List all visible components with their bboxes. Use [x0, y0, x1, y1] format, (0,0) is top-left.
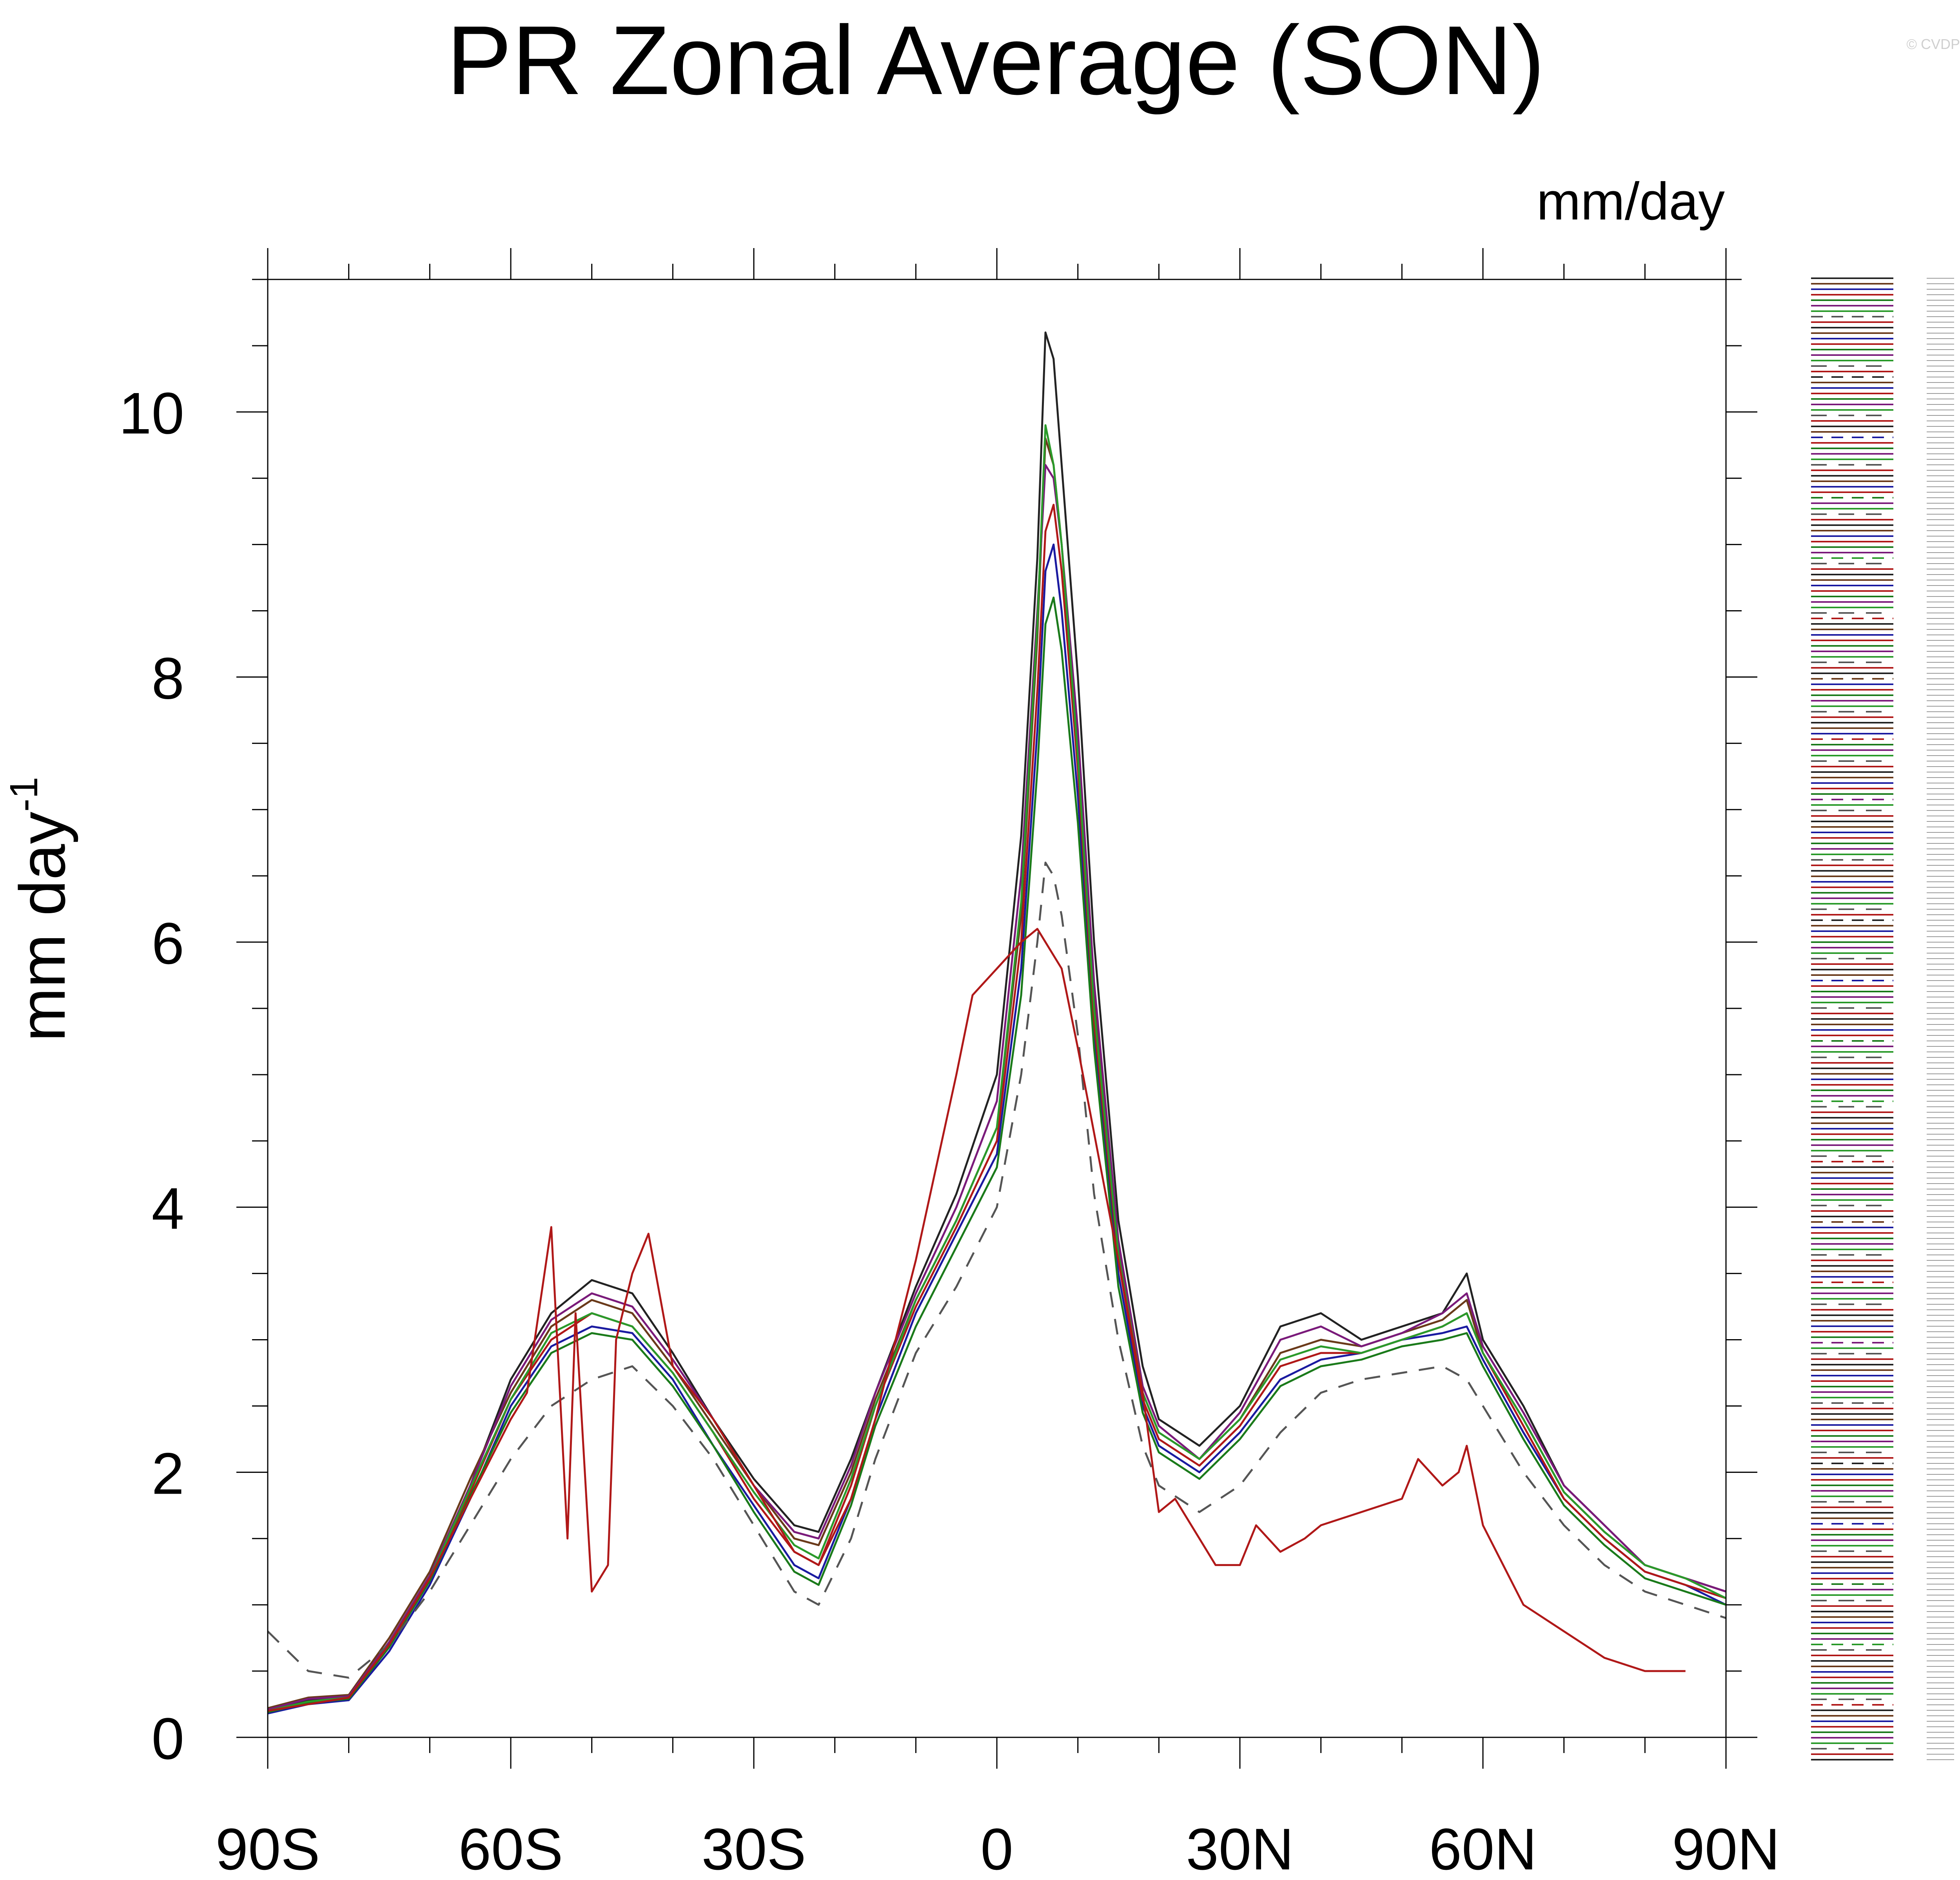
y-tick-label: 8 [152, 645, 184, 711]
y-tick-label: 4 [152, 1175, 184, 1241]
series-line [267, 928, 1686, 1712]
x-tick-label: 30N [1186, 1816, 1294, 1880]
y-tick-label: 0 [152, 1706, 184, 1771]
chart-title: PR Zonal Average (SON) [446, 5, 1545, 115]
x-tick-label: 90S [216, 1816, 320, 1880]
series-line [267, 331, 1726, 1712]
units-label: mm/day [1537, 172, 1725, 231]
x-tick-label: 60S [459, 1816, 563, 1880]
y-tick-label: 6 [152, 910, 184, 976]
x-tick-label: 0 [980, 1816, 1013, 1880]
x-tick-labels: 90S 60S 30S 0 30N 60N 90N [216, 1816, 1780, 1880]
svg-text:mm day-1: mm day-1 [2, 777, 78, 1042]
x-tick-label: 60N [1429, 1816, 1537, 1880]
series-line [267, 424, 1727, 1712]
watermark-text: © CVDP [1906, 36, 1960, 52]
y-tick-labels: 0 2 4 6 8 10 [119, 380, 184, 1771]
y-tick-label: 10 [119, 380, 184, 446]
plot-frame [267, 279, 1727, 1738]
y-axis-title-exponent: -1 [2, 777, 46, 812]
series-line [267, 596, 1726, 1713]
y-axis-title: mm day-1 [2, 777, 78, 1042]
series-lines [267, 331, 1727, 1715]
axis-ticks [236, 248, 1757, 1769]
y-tick-label: 2 [152, 1441, 184, 1507]
series-line [267, 464, 1726, 1711]
legend [1811, 277, 1954, 1760]
y-axis-title-text: mm day [6, 812, 78, 1042]
x-tick-label: 90N [1672, 1816, 1780, 1880]
series-line [267, 861, 1726, 1679]
x-tick-label: 30S [702, 1816, 806, 1880]
series-line [267, 543, 1727, 1715]
